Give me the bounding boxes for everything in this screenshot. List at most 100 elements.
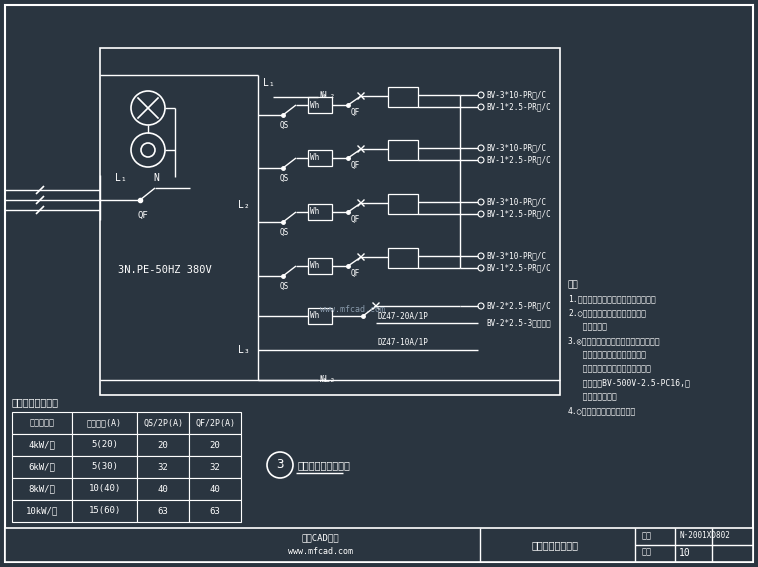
Text: 20: 20: [210, 441, 221, 450]
Text: №L₂: №L₂: [320, 91, 336, 99]
Text: BV-1*2.5-PR⼔/C: BV-1*2.5-PR⼔/C: [486, 264, 551, 273]
Text: 2.○表示断路开关、电表、熟断本: 2.○表示断路开关、电表、熟断本: [568, 308, 646, 318]
Text: DZ47-20A/1P: DZ47-20A/1P: [378, 311, 429, 320]
Text: 3.◎表示每户到分户配电箱间的进线，进: 3.◎表示每户到分户配电箱间的进线，进: [568, 336, 661, 345]
Bar: [189, 434, 241, 456]
Circle shape: [478, 199, 484, 205]
Bar: [308, 308, 332, 324]
Text: 5(30): 5(30): [91, 463, 118, 472]
Text: Wh: Wh: [310, 261, 319, 270]
Circle shape: [478, 253, 484, 259]
Text: QF: QF: [351, 214, 360, 223]
Text: 3N.PE-50HZ 380V: 3N.PE-50HZ 380V: [118, 265, 211, 275]
Text: DZ47-10A/1P: DZ47-10A/1P: [378, 337, 429, 346]
Text: Wh: Wh: [310, 311, 319, 320]
Text: 3: 3: [276, 459, 283, 472]
Text: 图号: 图号: [642, 548, 652, 556]
Text: 电负计算表: 电负计算表: [30, 418, 55, 428]
Text: 1.本图适用于开关式居民分户表筱用；: 1.本图适用于开关式居民分户表筱用；: [568, 294, 656, 303]
Bar: [137, 478, 189, 500]
Text: 十二户电表筱系统图: 十二户电表筱系统图: [297, 460, 350, 470]
Text: QS: QS: [280, 174, 290, 183]
Text: BV-3*10-PR⼔/C: BV-3*10-PR⼔/C: [486, 91, 546, 99]
Bar: [100, 48, 560, 395]
Circle shape: [141, 143, 155, 157]
Text: BV-1*2.5-PR⼔/C: BV-1*2.5-PR⼔/C: [486, 103, 551, 112]
Text: 10(40): 10(40): [89, 484, 121, 493]
Text: 5(20): 5(20): [91, 441, 118, 450]
Bar: [137, 412, 189, 434]
Text: QS: QS: [280, 121, 290, 129]
Text: L₁: L₁: [263, 78, 274, 88]
Text: 注：: 注：: [568, 281, 579, 290]
Bar: [308, 204, 332, 220]
Bar: [189, 456, 241, 478]
Text: 分户表开关选择表: 分户表开关选择表: [12, 397, 59, 407]
Bar: [189, 412, 241, 434]
Circle shape: [131, 133, 165, 167]
Text: QF: QF: [351, 160, 360, 170]
Bar: [189, 500, 241, 522]
Circle shape: [478, 92, 484, 98]
Text: Wh: Wh: [310, 208, 319, 217]
Text: N: N: [153, 173, 159, 183]
Text: 20: 20: [158, 441, 168, 450]
Text: QF: QF: [351, 269, 360, 277]
Text: 63: 63: [158, 506, 168, 515]
Text: Wh: Wh: [310, 100, 319, 109]
Text: 15(60): 15(60): [89, 506, 121, 515]
Text: QS: QS: [280, 281, 290, 290]
Bar: [72, 478, 137, 500]
Bar: [12, 434, 72, 456]
Bar: [388, 140, 418, 160]
Bar: [137, 434, 189, 456]
Text: 线下泡沼无山，: 线下泡沼无山，: [568, 392, 617, 401]
Text: 免费CAD教程: 免费CAD教程: [301, 534, 339, 543]
Text: 10kW/户: 10kW/户: [26, 506, 58, 515]
Text: BV-2*2.5-PR⼔/C: BV-2*2.5-PR⼔/C: [486, 302, 551, 311]
Bar: [137, 500, 189, 522]
Text: 电表规格(A): 电表规格(A): [87, 418, 122, 428]
Bar: [137, 456, 189, 478]
Text: L₃: L₃: [238, 345, 249, 355]
Text: BV-3*10-PR⼔/C: BV-3*10-PR⼔/C: [486, 252, 546, 260]
Circle shape: [478, 211, 484, 217]
Bar: [12, 478, 72, 500]
Bar: [308, 258, 332, 274]
Text: 电表筱系统示意图: 电表筱系统示意图: [531, 540, 578, 550]
Text: №L₂: №L₂: [320, 375, 336, 384]
Text: 40: 40: [210, 484, 221, 493]
Text: 图不适用；: 图不适用；: [568, 323, 607, 332]
Text: 32: 32: [210, 463, 221, 472]
Text: 线入大楼地下层配电间、干线: 线入大楼地下层配电间、干线: [568, 350, 646, 359]
Text: BV-1*2.5-PR⼔/C: BV-1*2.5-PR⼔/C: [486, 155, 551, 164]
Text: 4kW/户: 4kW/户: [29, 441, 55, 450]
Bar: [308, 97, 332, 113]
Circle shape: [478, 145, 484, 151]
Text: 6kW/户: 6kW/户: [29, 463, 55, 472]
Text: www.mfcad.com: www.mfcad.com: [287, 548, 352, 556]
Bar: [5, 528, 753, 562]
Text: QS: QS: [280, 227, 290, 236]
Bar: [388, 87, 418, 107]
Text: L₁: L₁: [115, 173, 127, 183]
Text: BV-3*10-PR⼔/C: BV-3*10-PR⼔/C: [486, 143, 546, 153]
Bar: [12, 456, 72, 478]
Circle shape: [267, 452, 293, 478]
Text: QF: QF: [138, 210, 149, 219]
Text: N·2001XD802: N·2001XD802: [679, 531, 730, 540]
Text: QS/2P(A): QS/2P(A): [143, 418, 183, 428]
Circle shape: [478, 157, 484, 163]
Circle shape: [478, 303, 484, 309]
Text: 4.○表示居民户配电盘结线。: 4.○表示居民户配电盘结线。: [568, 407, 636, 416]
Bar: [388, 194, 418, 214]
Text: 8kW/户: 8kW/户: [29, 484, 55, 493]
Bar: [72, 500, 137, 522]
Text: 管道采用BV-500V-2.5-PC16,干: 管道采用BV-500V-2.5-PC16,干: [568, 379, 690, 387]
Text: 32: 32: [158, 463, 168, 472]
Bar: [72, 412, 137, 434]
Bar: [388, 248, 418, 268]
Text: QF/2P(A): QF/2P(A): [195, 418, 235, 428]
Bar: [308, 150, 332, 166]
Bar: [12, 412, 72, 434]
